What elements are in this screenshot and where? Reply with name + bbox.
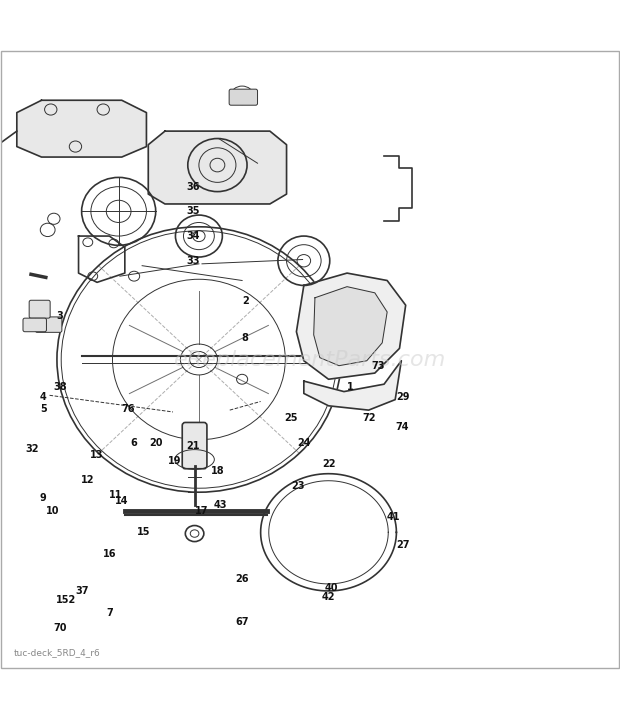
FancyBboxPatch shape (229, 89, 257, 105)
Text: 1: 1 (347, 383, 353, 393)
Text: 35: 35 (186, 206, 200, 216)
Polygon shape (148, 131, 286, 204)
Text: 11: 11 (109, 490, 122, 500)
Text: 42: 42 (322, 592, 335, 602)
Text: 70: 70 (53, 623, 67, 633)
Text: 72: 72 (362, 413, 375, 423)
Text: 38: 38 (53, 383, 67, 393)
Text: 76: 76 (121, 404, 135, 414)
Text: 32: 32 (25, 444, 39, 454)
FancyBboxPatch shape (29, 301, 50, 318)
Text: 41: 41 (387, 512, 400, 522)
Text: eReplacementParts.com: eReplacementParts.com (174, 349, 446, 370)
Polygon shape (296, 273, 405, 379)
Text: 67: 67 (236, 617, 249, 627)
Polygon shape (17, 100, 146, 157)
Text: 152: 152 (56, 595, 76, 605)
Text: 18: 18 (211, 466, 224, 475)
Text: 73: 73 (371, 361, 384, 371)
Text: 16: 16 (103, 549, 116, 559)
Text: tuc-deck_5RD_4_r6: tuc-deck_5RD_4_r6 (14, 648, 100, 657)
Text: 10: 10 (46, 505, 60, 516)
Text: 27: 27 (396, 540, 409, 549)
Text: 6: 6 (131, 438, 138, 448)
Text: 22: 22 (322, 459, 335, 470)
Text: 19: 19 (167, 457, 181, 467)
Text: 21: 21 (186, 441, 200, 451)
Polygon shape (304, 361, 401, 410)
Text: 7: 7 (106, 608, 113, 618)
Text: 25: 25 (285, 413, 298, 423)
Text: 29: 29 (396, 392, 409, 401)
Polygon shape (314, 287, 387, 366)
Text: 36: 36 (186, 182, 200, 192)
Text: 17: 17 (195, 505, 209, 516)
Text: 13: 13 (91, 450, 104, 460)
Text: 8: 8 (242, 333, 249, 343)
Text: 43: 43 (214, 500, 228, 510)
Text: 9: 9 (40, 493, 46, 503)
Text: 15: 15 (136, 527, 150, 537)
Text: 26: 26 (236, 574, 249, 584)
Text: 34: 34 (186, 231, 200, 241)
Text: 33: 33 (186, 256, 200, 266)
Text: 14: 14 (115, 496, 128, 506)
Text: 40: 40 (325, 583, 339, 593)
Text: 20: 20 (149, 438, 162, 448)
FancyBboxPatch shape (23, 318, 46, 331)
FancyBboxPatch shape (182, 423, 207, 469)
Text: 3: 3 (56, 311, 63, 321)
Text: 23: 23 (291, 481, 304, 491)
Text: 24: 24 (297, 438, 311, 448)
Text: 12: 12 (81, 475, 94, 485)
Text: 5: 5 (40, 404, 46, 414)
Text: 4: 4 (40, 392, 46, 401)
FancyBboxPatch shape (35, 317, 62, 332)
Text: 37: 37 (75, 586, 89, 596)
Text: 74: 74 (396, 422, 409, 432)
Text: 2: 2 (242, 296, 249, 306)
